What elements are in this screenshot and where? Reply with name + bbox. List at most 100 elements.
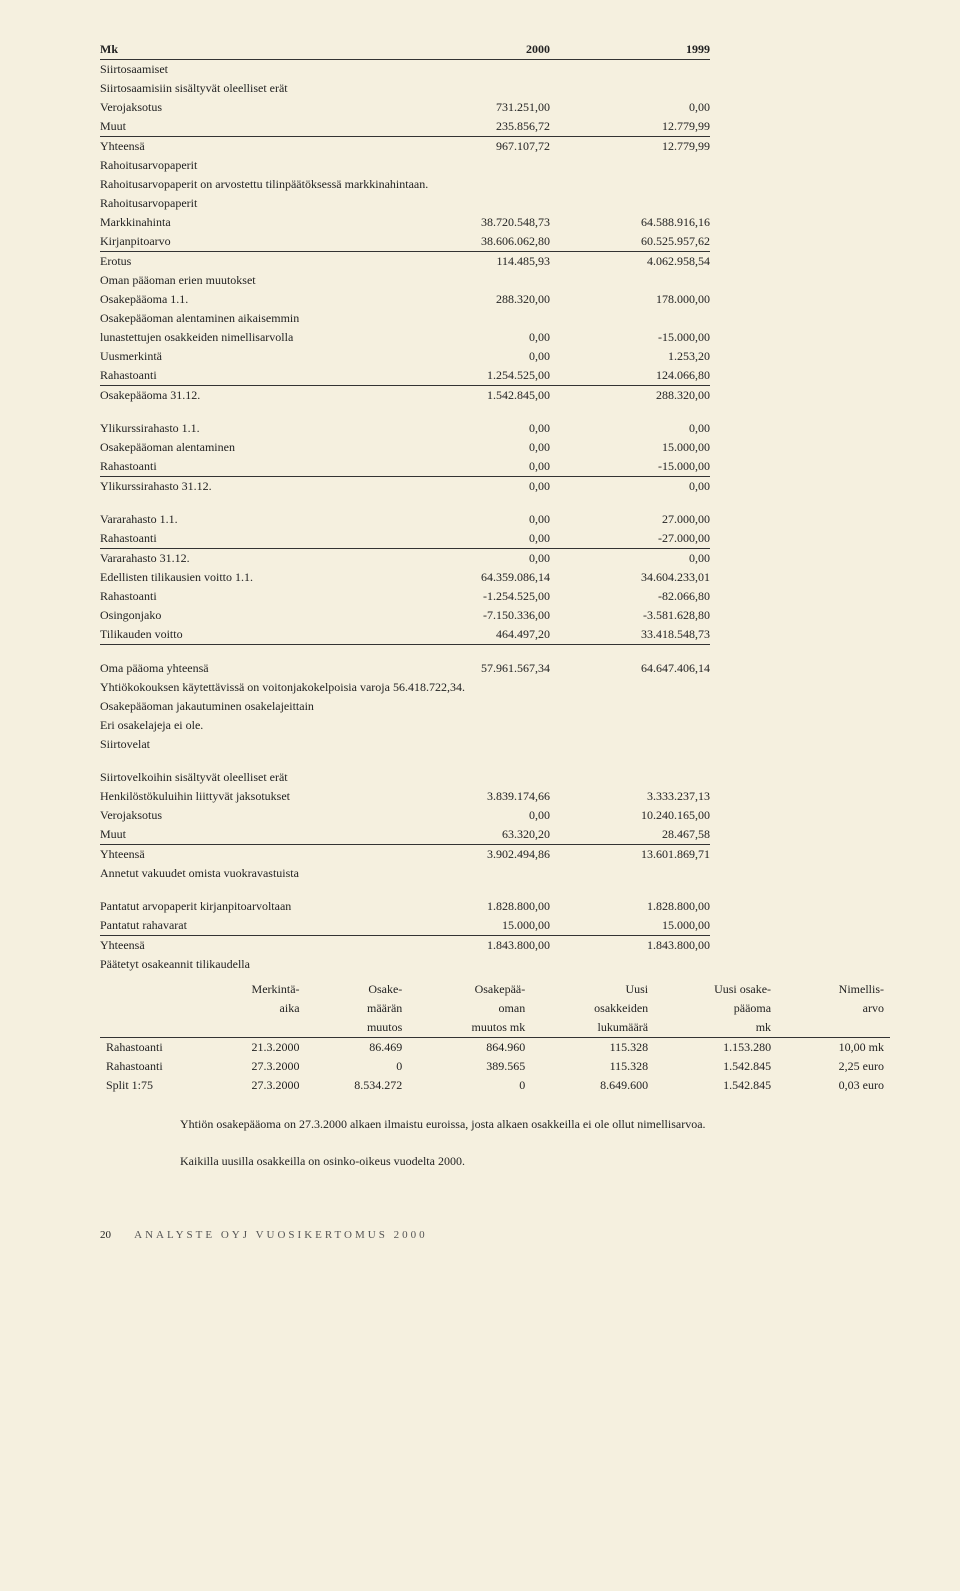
row-val: 124.066,80 [550,366,710,386]
row-val: 15.000,00 [390,916,550,936]
osakeannit-title: Päätetyt osakeannit tilikaudella [100,955,710,974]
row-val: 8.649.600 [531,1076,654,1095]
row-label: lunastettujen osakkeiden nimellisarvolla [100,328,390,347]
row-val: 86.469 [306,1037,409,1057]
hdr: aika [203,999,306,1018]
row-val: 967.107,72 [390,137,550,157]
row-val: 0,00 [550,419,710,438]
row-label: Henkilöstökuluihin liittyvät jaksotukset [100,787,390,806]
row-val: 0,00 [390,529,550,549]
rahoitus-sub: Rahoitusarvopaperit on arvostettu tilinp… [100,175,710,194]
row-val: -82.066,80 [550,587,710,606]
row-label: Muut [100,117,390,137]
page: Mk 2000 1999 Siirtosaamiset Siirtosaamis… [0,0,960,1271]
row-val: 235.856,72 [390,117,550,137]
row-val: 27.000,00 [550,510,710,529]
hdr-mk: Mk [100,40,390,60]
row-val: -7.150.336,00 [390,606,550,625]
hdr: osakkeiden [531,999,654,1018]
row-val: 3.902.494,86 [390,844,550,864]
row-val: 115.328 [531,1037,654,1057]
row-val: 288.320,00 [550,386,710,406]
row-label: Rahastoanti [100,587,390,606]
row-label: Erotus [100,252,390,272]
osakeannit-note1: Yhtiön osakepääoma on 27.3.2000 alkaen i… [100,1117,910,1132]
page-number: 20 [100,1229,111,1241]
row-val: 0,00 [390,347,550,366]
row-val: 60.525.957,62 [550,232,710,252]
hdr: pääoma [654,999,777,1018]
row-val: -1.254.525,00 [390,587,550,606]
row-label: Osakepääoman alentaminen [100,438,390,457]
row-val: 114.485,93 [390,252,550,272]
row-label: Osakepääoman alentaminen aikaisemmin [100,309,390,328]
row-val: 178.000,00 [550,290,710,309]
row-val: 0,00 [390,419,550,438]
row-val: 4.062.958,54 [550,252,710,272]
row-label: Rahastoanti [100,366,390,386]
row-label: Yhteensä [100,137,390,157]
row-label: Pantatut arvopaperit kirjanpitoarvoltaan [100,897,390,916]
row-val: 27.3.2000 [203,1076,306,1095]
row-val: 0,00 [390,438,550,457]
oman-note: Yhtiökokouksen käytettävissä on voitonja… [100,678,710,697]
row-val: 63.320,20 [390,825,550,845]
row-val: -3.581.628,80 [550,606,710,625]
row-val: 38.720.548,73 [390,213,550,232]
row-val: 1.828.800,00 [390,897,550,916]
header-table: Mk 2000 1999 Siirtosaamiset Siirtosaamis… [100,40,710,974]
row-label: Verojaksotus [100,806,390,825]
row-val: 1.542.845,00 [390,386,550,406]
row-val: 8.534.272 [306,1076,409,1095]
row-val: 38.606.062,80 [390,232,550,252]
row-val: 21.3.2000 [203,1037,306,1057]
row-val: 1.828.800,00 [550,897,710,916]
row-label: Muut [100,825,390,845]
row-val: -15.000,00 [550,328,710,347]
row-val: 10.240.165,00 [550,806,710,825]
row-val: 12.779,99 [550,117,710,137]
hdr: muutos [306,1018,409,1038]
row-val: 1.542.845 [654,1076,777,1095]
row-label: Tilikauden voitto [100,625,390,645]
footer-text: ANALYSTE OYJ VUOSIKERTOMUS 2000 [134,1229,427,1241]
row-val: 64.588.916,16 [550,213,710,232]
row-val [390,309,550,328]
row-label: Kirjanpitoarvo [100,232,390,252]
row-val: 15.000,00 [550,438,710,457]
row-val: 731.251,00 [390,98,550,117]
row-label: Ylikurssirahasto 1.1. [100,419,390,438]
row-val: 1.254.525,00 [390,366,550,386]
row-label: Osakepääoma 31.12. [100,386,390,406]
row-val: 0,00 [390,457,550,477]
hdr-2000: 2000 [390,40,550,60]
siirtosaamiset-title: Siirtosaamiset [100,60,710,80]
row-label: Edellisten tilikausien voitto 1.1. [100,568,390,587]
row-val: 0,00 [390,806,550,825]
vakuudet-title: Annetut vakuudet omista vuokravastuista [100,864,710,883]
row-label: Ylikurssirahasto 31.12. [100,477,390,497]
row-label: Uusmerkintä [100,347,390,366]
hdr: Uusi osake- [654,980,777,999]
row-label: Osakepääoma 1.1. [100,290,390,309]
row-label: Rahastoanti [100,529,390,549]
row-val: 1.542.845 [654,1057,777,1076]
row-val: 12.779,99 [550,137,710,157]
osakeannit-note2: Kaikilla uusilla osakkeilla on osinko-oi… [100,1154,910,1169]
page-footer: 20 ANALYSTE OYJ VUOSIKERTOMUS 2000 [100,1229,910,1241]
row-val: 464.497,20 [390,625,550,645]
hdr: määrän [306,999,409,1018]
hdr: muutos mk [408,1018,531,1038]
row-val: 1.153.280 [654,1037,777,1057]
row-label: Rahastoanti [100,1037,203,1057]
row-val: 57.961.567,34 [390,659,550,678]
row-val: 64.647.406,14 [550,659,710,678]
row-val: -27.000,00 [550,529,710,549]
row-val: 0,00 [390,328,550,347]
row-val: 115.328 [531,1057,654,1076]
row-val: 1.843.800,00 [390,935,550,955]
hdr: Osake- [306,980,409,999]
row-val: 33.418.548,73 [550,625,710,645]
row-val [550,309,710,328]
row-val: 389.565 [408,1057,531,1076]
